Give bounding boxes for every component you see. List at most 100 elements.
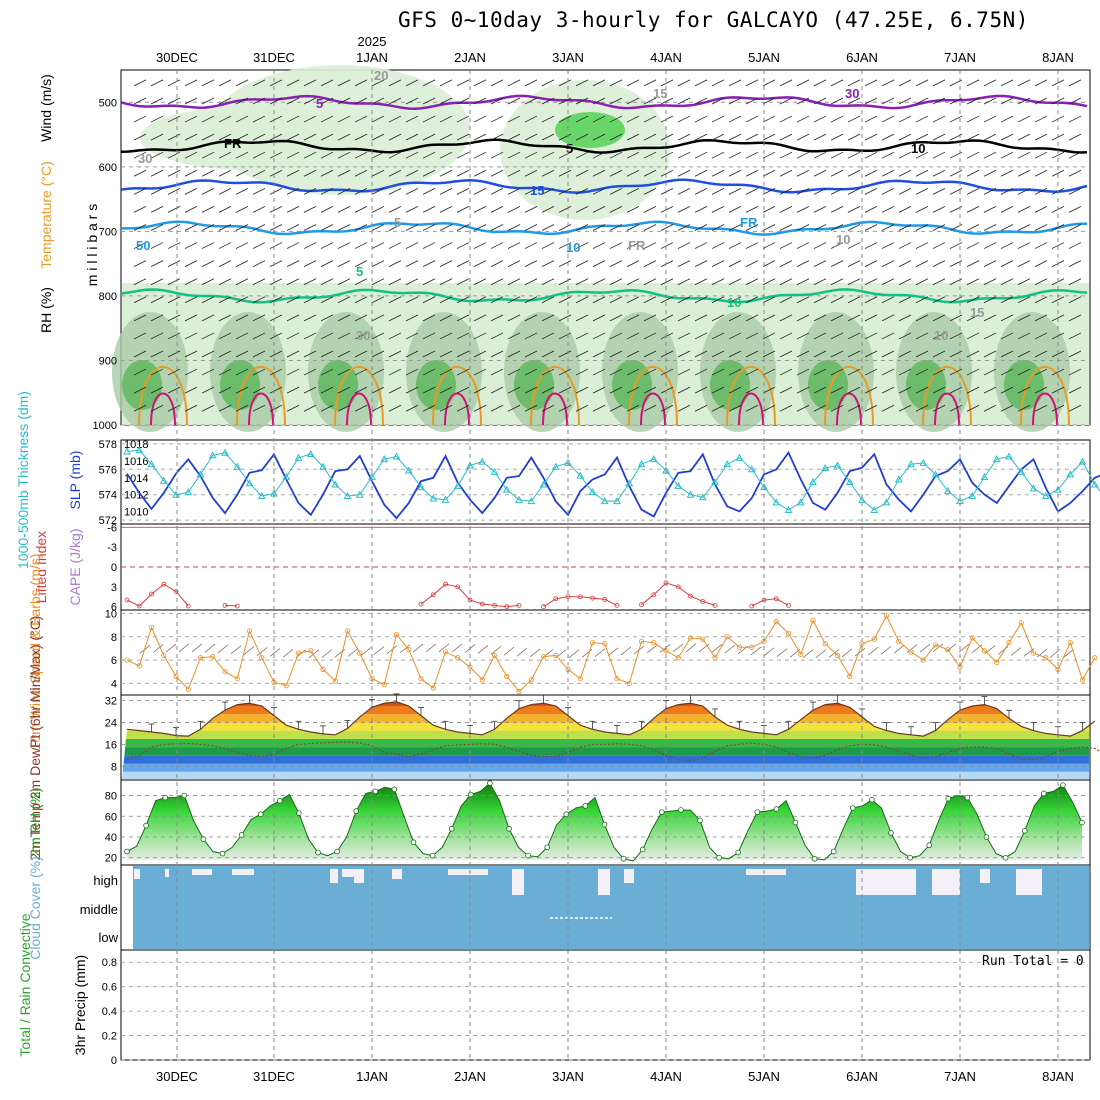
rh-marker [849,805,856,811]
wind-barb [422,206,436,213]
rh-marker [1041,790,1047,797]
wind-barb [672,643,684,653]
wind-barb [201,79,215,87]
wind-barb [541,224,555,231]
wind-barb [728,260,742,267]
cloud-field [133,866,1089,949]
wind-barb [1034,97,1048,105]
wind-barb [320,115,334,123]
wind-barb [779,224,793,231]
wind-barb [184,278,198,286]
wind-barb [813,386,827,394]
rh-marker [620,855,627,862]
wind-barb [728,332,742,340]
wind-barb [609,350,623,358]
wind-barb [915,314,929,322]
rh-marker [162,794,169,801]
wind-barb [607,647,619,657]
wind-barb [966,151,980,159]
wind-barb [133,224,147,231]
lifted-index-marker [149,591,154,597]
wind-barb [473,133,487,141]
wind-barb [694,151,708,159]
wind-barb [252,206,266,213]
wind-barb [575,224,589,231]
wind-barb [439,350,453,358]
wind-barb [1034,368,1048,376]
wind-barb [864,206,878,213]
wind-barb [184,368,198,376]
wind-barb [932,169,946,177]
wind-barb [813,133,827,141]
wind-barb [235,79,249,87]
wind-barb [252,278,266,286]
thickness-marker [135,446,144,454]
rh-marker [448,825,455,832]
slp-tick-label: 1010 [124,506,148,518]
wind-barb [847,296,861,304]
wind-barb [898,97,912,105]
isotherm-hot-loop [934,392,960,426]
wind-speed-marker [553,652,559,659]
wind-barb [779,314,793,322]
wind-speed-marker [442,649,449,655]
wind-speed-marker [357,650,363,656]
panel-frame [120,949,1091,1061]
wind-speed-marker [785,630,792,636]
wind-barb [698,643,710,653]
rh-marker [276,797,283,804]
wind-barb [575,115,589,123]
wind-barb [728,350,742,358]
wind-barb [932,332,946,340]
wind-barb [133,296,147,304]
wind-barb [1051,242,1065,249]
wind-barb [966,224,980,231]
lifted-index-marker [443,581,448,587]
wind-barb [371,260,385,267]
wind-barb [1017,206,1031,213]
wind-barb [864,79,878,87]
wind-barb [881,97,895,105]
wind-barb [405,206,419,213]
thickness-marker [257,491,266,499]
wind-barb [218,151,232,159]
wind-barb [881,386,895,394]
wind-barb [422,169,436,177]
wind-barb [371,368,385,376]
wind-barb [184,97,198,105]
wind-barb [456,278,470,286]
lifted-index-marker [639,602,644,608]
wind-barb [167,206,181,213]
wind-speed-marker [1030,650,1037,656]
wind-barb [626,350,640,358]
thickness-marker [184,488,193,496]
wind-barb [269,187,283,195]
rh-marker [467,791,474,798]
wind-barb [592,97,606,105]
wind-barb [218,115,232,123]
lifted-index-line [751,598,789,607]
axis-label: Wind (m/s) [38,74,54,142]
rh-marker [487,780,493,786]
wind-barb [643,260,657,267]
wind-barb [503,646,515,656]
wind-barb [1034,187,1048,195]
contour-label: 10 [836,232,850,247]
wind-barb [320,187,334,195]
wind-barb [796,260,810,267]
wind-barb [864,151,878,159]
wind-barb [354,169,368,177]
wind-barb [150,169,164,177]
wind-barb [915,242,929,249]
wind-barb [133,404,147,412]
wind-barb [660,260,674,267]
wind-barb [575,260,589,267]
wind-barb [932,115,946,123]
temp-tick-label: 16 [105,739,117,751]
wind-barb [966,278,980,286]
wind-barb [354,133,368,141]
wind-barb [1068,368,1082,376]
wind-barb [813,278,827,286]
isotherm-hot-loop [738,392,764,426]
wind-barb [898,133,912,141]
